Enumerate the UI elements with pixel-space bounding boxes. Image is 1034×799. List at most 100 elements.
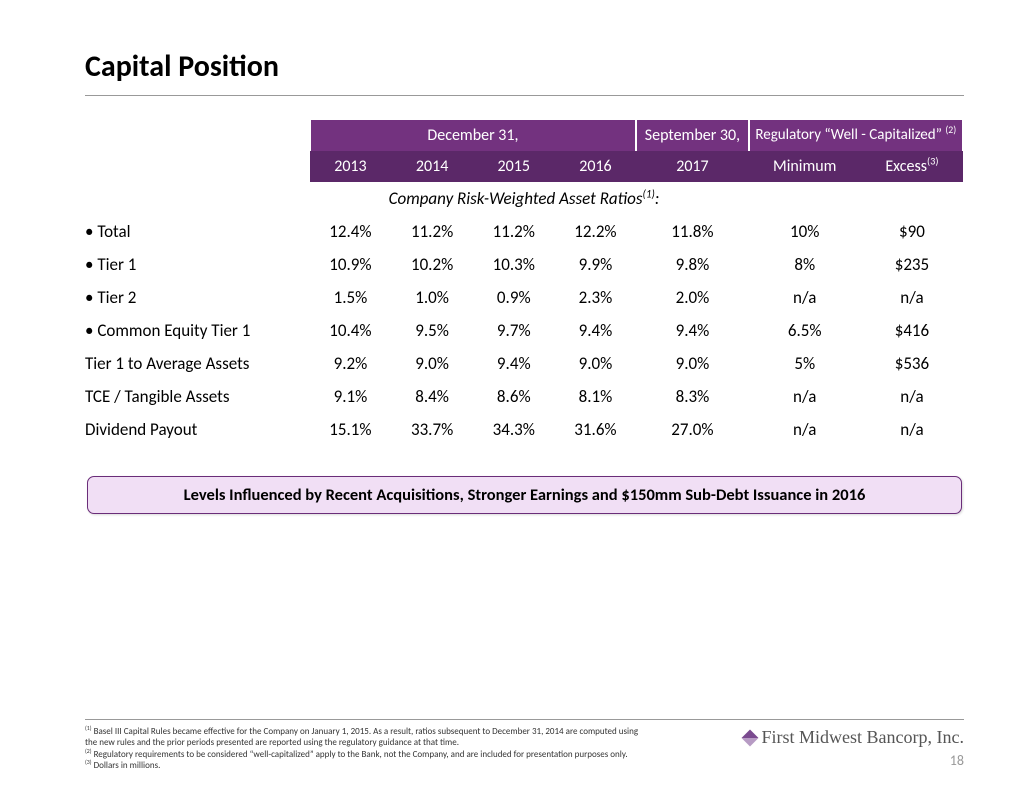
cell: $90: [861, 215, 963, 248]
cell: 9.1%: [310, 380, 392, 413]
logo-wrap: First Midwest Bancorp, Inc. 18: [744, 727, 964, 769]
cell: 5%: [749, 347, 861, 380]
cell: $235: [861, 248, 963, 281]
cell: n/a: [861, 281, 963, 314]
cell: 12.4%: [310, 215, 392, 248]
cell: 6.5%: [749, 314, 861, 347]
cell: 9.8%: [636, 248, 748, 281]
footnotes: (1) Basel III Capital Rules became effec…: [85, 726, 645, 771]
cell: n/a: [861, 413, 963, 446]
cell: 9.0%: [391, 347, 473, 380]
header-regulatory: Regulatory “Well - Capitalized” (2): [749, 120, 963, 151]
slide-container: Capital Position December 31, September …: [0, 0, 1034, 799]
section-label-text: Company Risk-Weighted Asset Ratios: [389, 188, 643, 209]
header-sep30: September 30,: [636, 120, 748, 151]
row-label-tier1: Tier 1: [85, 248, 310, 281]
header-excess-sup: (3): [927, 155, 939, 168]
cell: n/a: [749, 281, 861, 314]
row-label-tce: TCE / Tangible Assets: [85, 380, 310, 413]
header-reg-sup: (2): [945, 124, 956, 136]
cell: 33.7%: [391, 413, 473, 446]
table-row: Tier 1 10.9% 10.2% 10.3% 9.9% 9.8% 8% $2…: [85, 248, 963, 281]
cell: 2.3%: [555, 281, 637, 314]
cell: 11.2%: [391, 215, 473, 248]
cell: 10.4%: [310, 314, 392, 347]
cell: 8.1%: [555, 380, 637, 413]
footnote-3: (3) Dollars in millions.: [85, 760, 645, 771]
cell: 9.0%: [555, 347, 637, 380]
cell: 8%: [749, 248, 861, 281]
footer: (1) Basel III Capital Rules became effec…: [85, 719, 964, 771]
footer-rule: [85, 719, 964, 720]
footnote-3-text: Dollars in millions.: [94, 760, 161, 771]
cell: n/a: [749, 413, 861, 446]
callout-box: Levels Influenced by Recent Acquisitions…: [87, 476, 962, 514]
header-2014: 2014: [391, 151, 473, 182]
cell: 12.2%: [555, 215, 637, 248]
cell: n/a: [861, 380, 963, 413]
row-label-tier2: Tier 2: [85, 281, 310, 314]
section-label-sup: (1): [643, 186, 655, 200]
cell: 8.3%: [636, 380, 748, 413]
row-label-cet1: Common Equity Tier 1: [85, 314, 310, 347]
cell: 15.1%: [310, 413, 392, 446]
header-excess: Excess(3): [861, 151, 963, 182]
header-blank: [85, 120, 310, 151]
footnote-1-text: Basel III Capital Rules became effective…: [85, 726, 638, 748]
page-title: Capital Position: [85, 48, 964, 85]
cell: 9.4%: [555, 314, 637, 347]
cell: 10%: [749, 215, 861, 248]
cell: 31.6%: [555, 413, 637, 446]
table-header-row-1: December 31, September 30, Regulatory “W…: [85, 120, 963, 151]
table-header-row-2: 2013 2014 2015 2016 2017 Minimum Excess(…: [85, 151, 963, 182]
cell: $536: [861, 347, 963, 380]
cell: 34.3%: [473, 413, 555, 446]
cell: 2.0%: [636, 281, 748, 314]
cell: 1.5%: [310, 281, 392, 314]
row-label-div: Dividend Payout: [85, 413, 310, 446]
cell: 9.2%: [310, 347, 392, 380]
cell: n/a: [749, 380, 861, 413]
company-logo: First Midwest Bancorp, Inc.: [744, 727, 964, 748]
footnote-1: (1) Basel III Capital Rules became effec…: [85, 726, 645, 749]
page-number: 18: [744, 752, 964, 769]
cell: 10.9%: [310, 248, 392, 281]
section-row-ratios: Company Risk-Weighted Asset Ratios(1):: [85, 182, 963, 215]
table-row: Tier 2 1.5% 1.0% 0.9% 2.3% 2.0% n/a n/a: [85, 281, 963, 314]
cell: 9.4%: [473, 347, 555, 380]
header-dec31: December 31,: [310, 120, 637, 151]
title-rule: [85, 95, 964, 96]
cell: 10.2%: [391, 248, 473, 281]
row-label-total: Total: [85, 215, 310, 248]
header-minimum: Minimum: [749, 151, 861, 182]
footnote-2: (2) Regulatory requirements to be consid…: [85, 749, 645, 760]
cell: 9.9%: [555, 248, 637, 281]
section-label: Company Risk-Weighted Asset Ratios(1):: [85, 182, 963, 215]
cell: 9.4%: [636, 314, 748, 347]
diamond-icon: [741, 730, 758, 747]
cell: $416: [861, 314, 963, 347]
cell: 9.7%: [473, 314, 555, 347]
cell: 11.2%: [473, 215, 555, 248]
company-name: First Midwest Bancorp, Inc.: [762, 727, 964, 747]
cell: 10.3%: [473, 248, 555, 281]
header-2017: 2017: [636, 151, 748, 182]
cell: 9.0%: [636, 347, 748, 380]
capital-table: December 31, September 30, Regulatory “W…: [85, 120, 964, 446]
table-row: TCE / Tangible Assets 9.1% 8.4% 8.6% 8.1…: [85, 380, 963, 413]
cell: 27.0%: [636, 413, 748, 446]
header-2015: 2015: [473, 151, 555, 182]
table-row: Tier 1 to Average Assets 9.2% 9.0% 9.4% …: [85, 347, 963, 380]
header-excess-text: Excess: [885, 157, 927, 176]
header-2013: 2013: [310, 151, 392, 182]
table-row: Total 12.4% 11.2% 11.2% 12.2% 11.8% 10% …: [85, 215, 963, 248]
cell: 8.6%: [473, 380, 555, 413]
header-2016: 2016: [555, 151, 637, 182]
footnote-2-text: Regulatory requirements to be considered…: [94, 749, 628, 760]
cell: 1.0%: [391, 281, 473, 314]
cell: 9.5%: [391, 314, 473, 347]
cell: 0.9%: [473, 281, 555, 314]
table-row: Common Equity Tier 1 10.4% 9.5% 9.7% 9.4…: [85, 314, 963, 347]
header-reg-text: Regulatory “Well - Capitalized”: [755, 126, 942, 144]
table-row: Dividend Payout 15.1% 33.7% 34.3% 31.6% …: [85, 413, 963, 446]
